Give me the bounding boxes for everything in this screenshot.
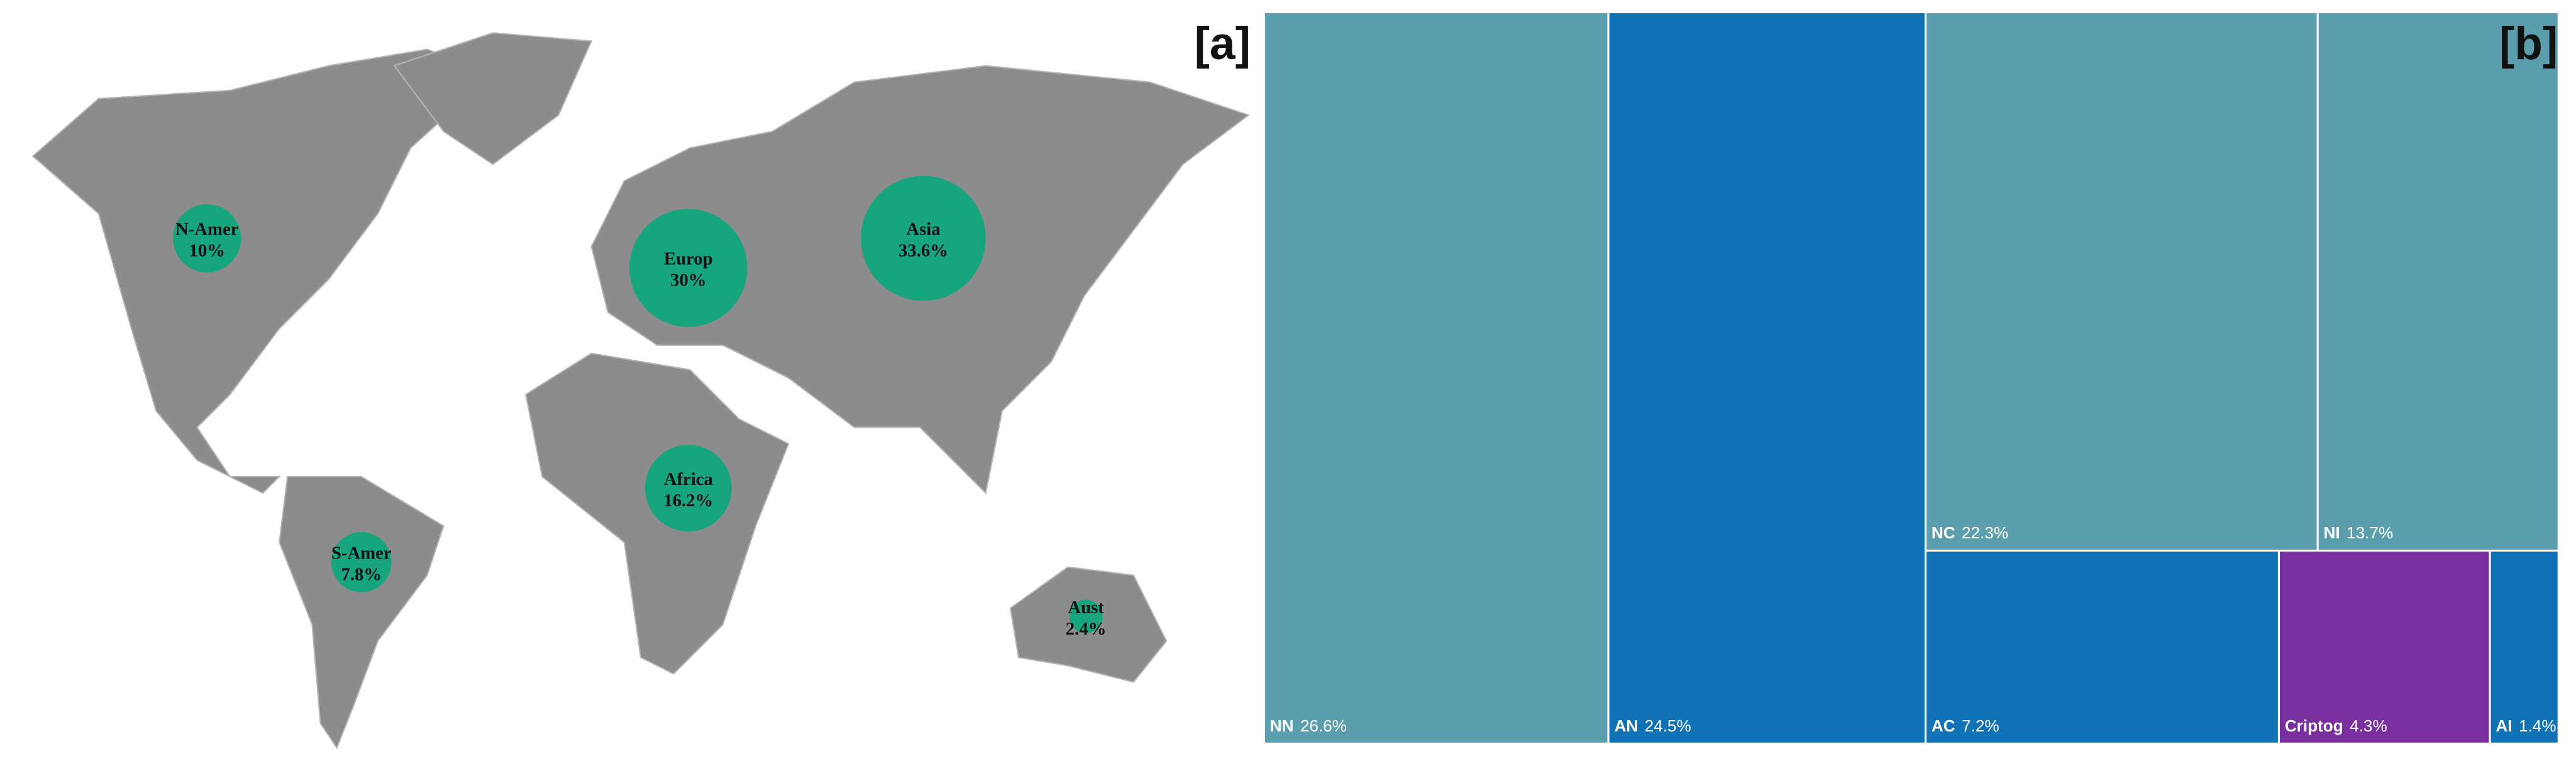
treemap-cell [2279, 552, 2489, 743]
cell-value: 13.7% [2347, 523, 2393, 542]
cell-label: AC 7.2% [1932, 716, 1999, 735]
cell-value: 4.3% [2350, 716, 2387, 735]
cell-label: NC 22.3% [1932, 523, 2008, 542]
bubble-value: 2.4% [1066, 619, 1107, 639]
bubble-label: Africa [664, 469, 713, 489]
cell-name: AC [1932, 716, 1955, 735]
cell-value: 22.3% [1962, 523, 2008, 542]
treemap-cell [1264, 13, 1608, 743]
bubble [173, 204, 241, 273]
treemap-cell [1926, 13, 2317, 550]
cell-value: 1.4% [2519, 716, 2557, 735]
bubble-value: 16.2% [663, 491, 713, 511]
cell-value: 26.6% [1300, 716, 1347, 735]
cell-name: Criptog [2285, 716, 2343, 735]
bubble [861, 175, 986, 301]
continent [31, 48, 494, 494]
panel-label: [b] [2499, 18, 2558, 69]
cell-label: AI 1.4% [2496, 716, 2556, 735]
bubble [1069, 599, 1103, 633]
cell-label: AN 24.5% [1614, 716, 1691, 735]
cell-value: 7.2% [1962, 716, 1999, 735]
bubble [629, 209, 748, 327]
cell-name: NC [1932, 523, 1955, 542]
treemap-cell [1926, 552, 2278, 743]
cell-label: Criptog 4.3% [2285, 716, 2387, 735]
panel-label: [a] [1195, 18, 1251, 69]
cell-label: NN 26.6% [1270, 716, 1347, 735]
bubble-label: N-Amer [175, 219, 239, 240]
bubble-label: Asia [906, 219, 940, 240]
treemap-cell [1609, 13, 1925, 743]
bubble-value: 7.8% [341, 565, 382, 585]
bubble [331, 531, 392, 592]
continent [393, 32, 593, 165]
treemap-cell [2490, 552, 2558, 743]
bubble-value: 10% [189, 241, 224, 261]
cell-name: AI [2496, 716, 2512, 735]
treemap-cell [2318, 13, 2558, 550]
cell-name: NI [2324, 523, 2340, 542]
world-map [31, 32, 1251, 750]
cell-name: NN [1270, 716, 1294, 735]
continent [279, 475, 445, 750]
bubble [644, 445, 732, 532]
bubble-label: Aust [1068, 597, 1104, 618]
bubble-value: 33.6% [898, 241, 948, 261]
bubble-label: Europ [664, 249, 713, 269]
cell-label: NI 13.7% [2324, 523, 2394, 542]
bubble-label: S-Amer [331, 543, 392, 564]
bubble-value: 30% [670, 270, 706, 291]
cell-value: 24.5% [1645, 716, 1691, 735]
cell-name: AN [1614, 716, 1638, 735]
